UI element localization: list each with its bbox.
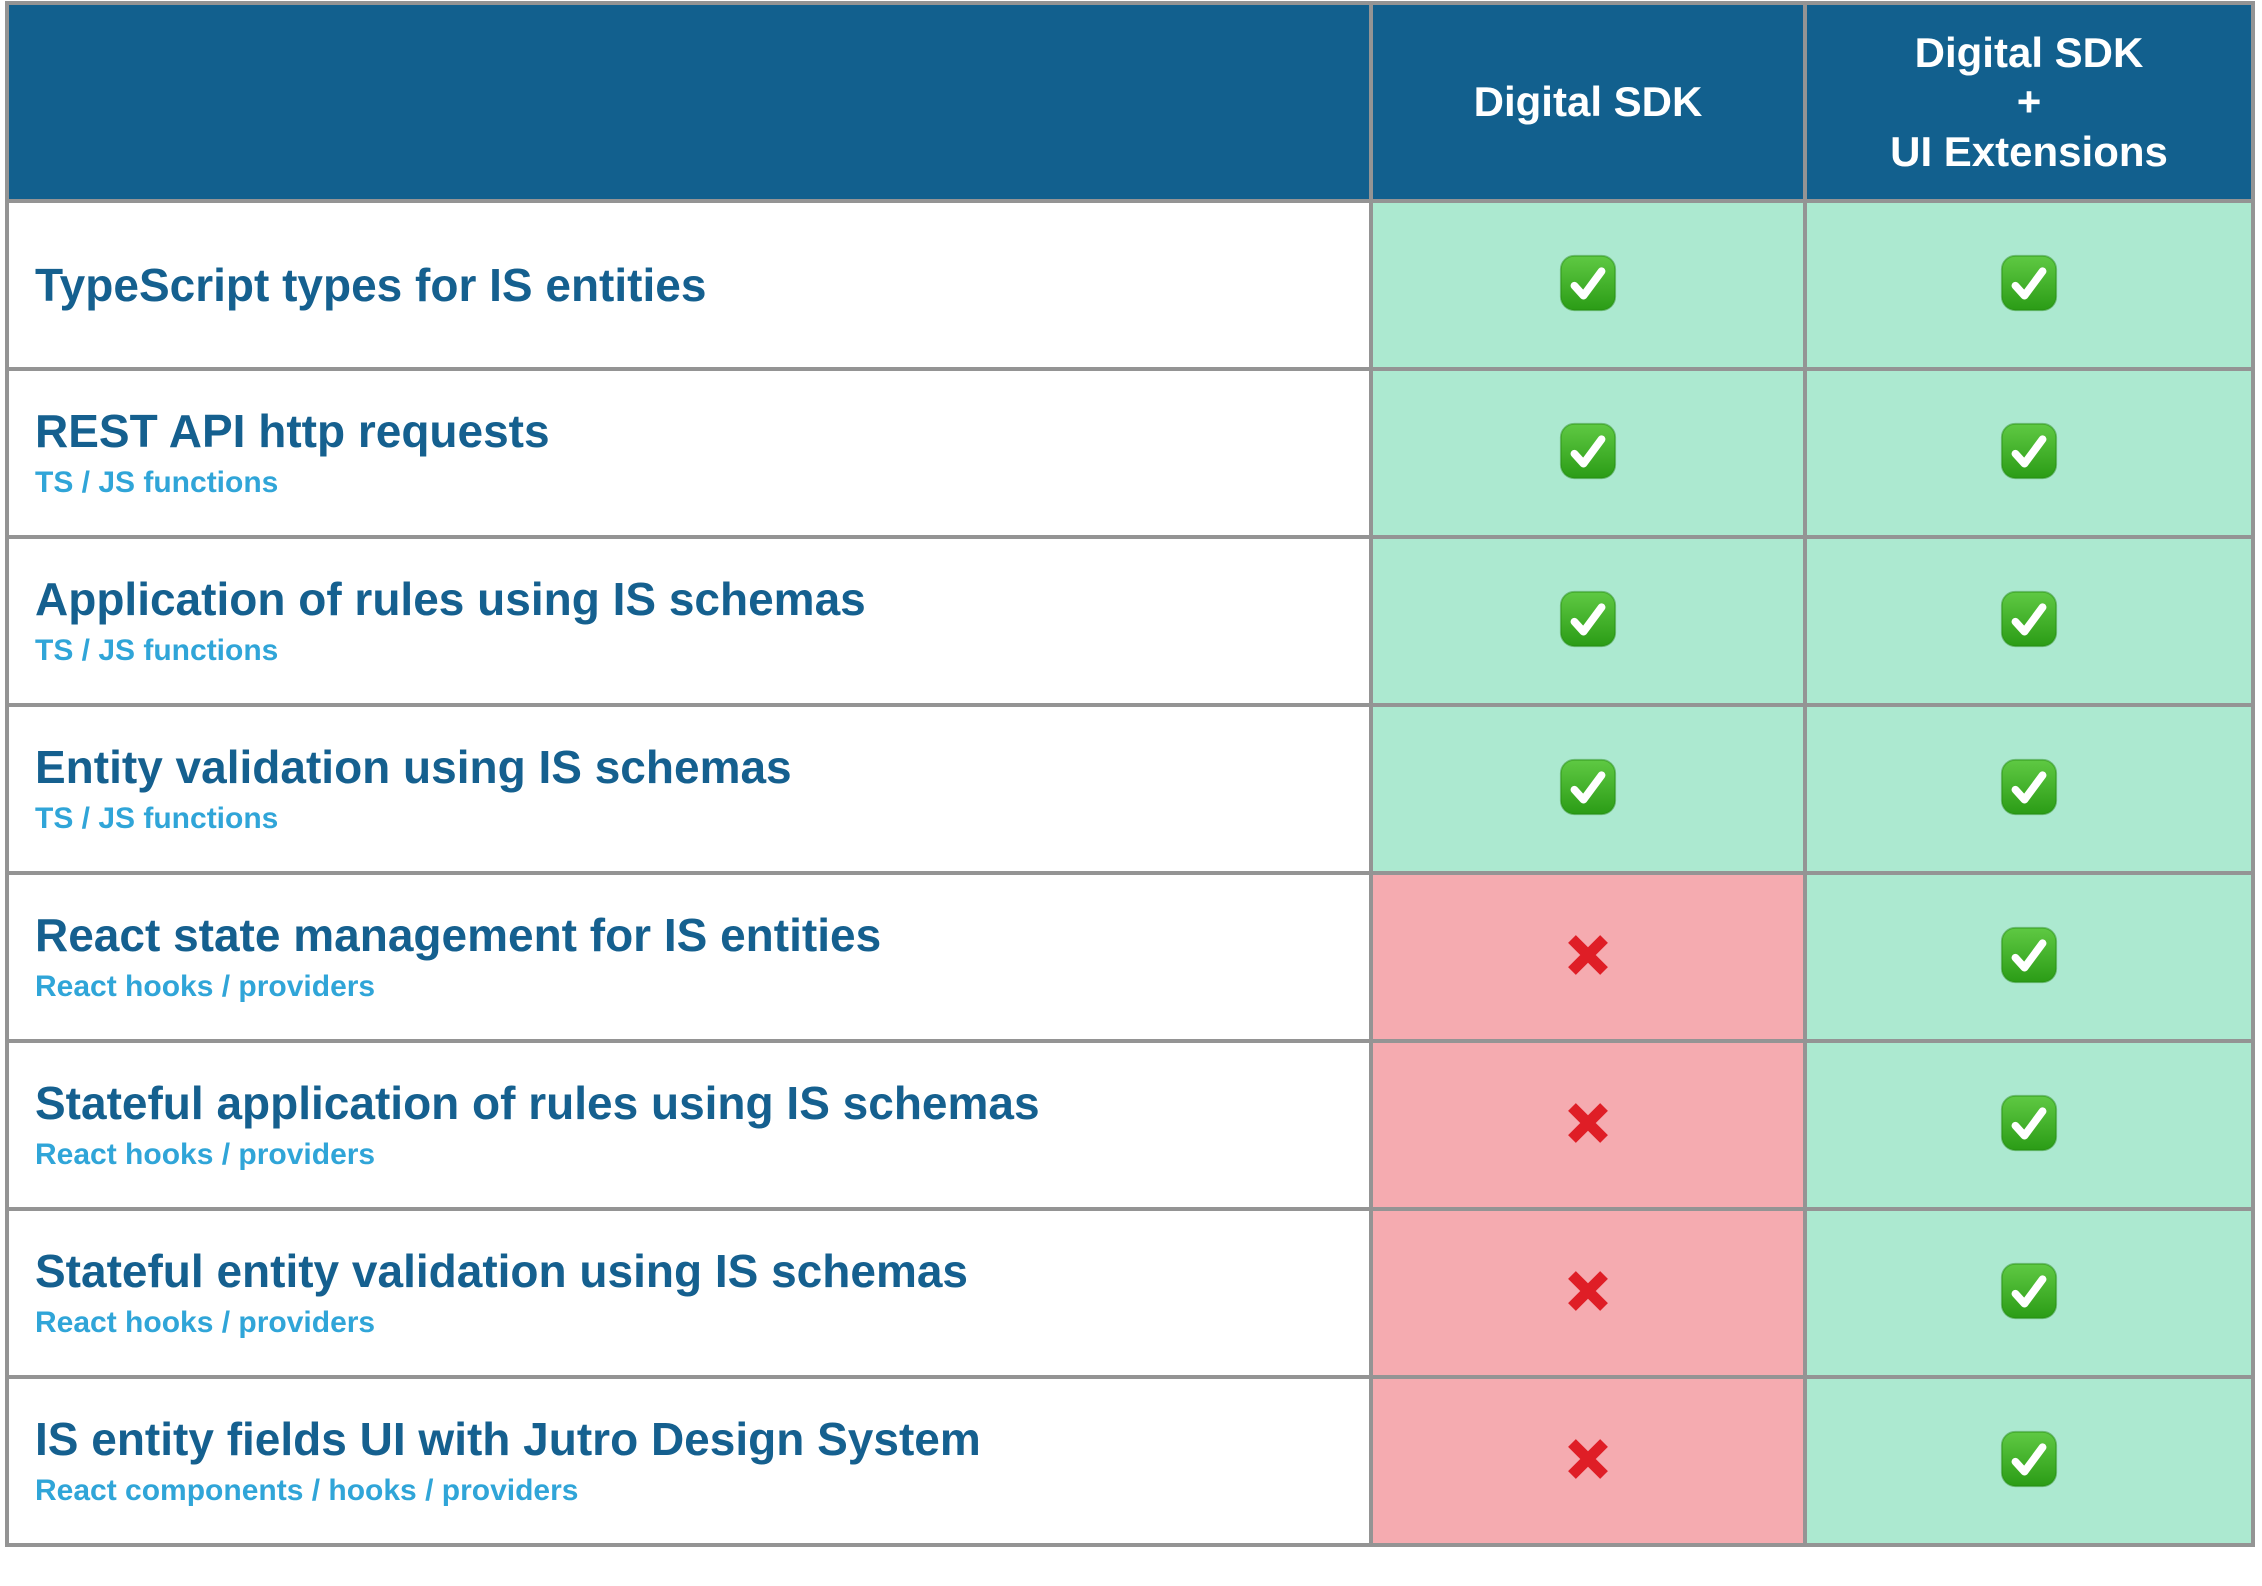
feature-subtitle: TS / JS functions <box>35 465 279 499</box>
feature-cell: Stateful application of rules using IS s… <box>5 1039 1373 1211</box>
feature-subtitle: React hooks / providers <box>35 969 376 1003</box>
digital-sdk-support-cell <box>1369 535 1807 707</box>
check-icon <box>1559 758 1617 816</box>
feature-title: Stateful entity validation using IS sche… <box>35 1245 969 1298</box>
header-cell-digital-sdk-ui-extensions: Digital SDK + UI Extensions <box>1803 1 2255 203</box>
feature-title: IS entity fields UI with Jutro Design Sy… <box>35 1413 981 1466</box>
cross-icon <box>1561 1264 1615 1318</box>
table-body: TypeScript types for IS entities REST AP… <box>5 199 2255 1547</box>
feature-title: Entity validation using IS schemas <box>35 741 792 794</box>
feature-title: React state management for IS entities <box>35 909 882 962</box>
check-icon <box>2000 1094 2058 1152</box>
digital-sdk-support-cell <box>1369 871 1807 1043</box>
feature-comparison-table: Digital SDK Digital SDK + UI Extensions … <box>5 1 2255 1547</box>
table-row: Stateful application of rules using IS s… <box>5 1039 2255 1211</box>
check-icon <box>1559 590 1617 648</box>
digital-sdk-ui-extensions-support-cell <box>1803 1207 2255 1379</box>
header-row: Digital SDK Digital SDK + UI Extensions <box>5 1 2255 203</box>
digital-sdk-ui-extensions-support-cell <box>1803 1375 2255 1547</box>
digital-sdk-ui-extensions-support-cell <box>1803 535 2255 707</box>
check-icon <box>2000 926 2058 984</box>
table-row: Application of rules using IS schemas TS… <box>5 535 2255 707</box>
digital-sdk-ui-extensions-support-cell <box>1803 1039 2255 1211</box>
feature-title: TypeScript types for IS entities <box>35 258 707 311</box>
feature-subtitle: TS / JS functions <box>35 633 279 667</box>
digital-sdk-ui-extensions-support-cell <box>1803 367 2255 539</box>
check-icon <box>1559 422 1617 480</box>
feature-title: Stateful application of rules using IS s… <box>35 1077 1040 1130</box>
feature-cell: REST API http requests TS / JS functions <box>5 367 1373 539</box>
feature-cell: Entity validation using IS schemas TS / … <box>5 703 1373 875</box>
table-row: Entity validation using IS schemas TS / … <box>5 703 2255 875</box>
feature-cell: TypeScript types for IS entities <box>5 199 1373 371</box>
check-icon <box>2000 1430 2058 1488</box>
digital-sdk-support-cell <box>1369 1375 1807 1547</box>
digital-sdk-support-cell <box>1369 199 1807 371</box>
digital-sdk-ui-extensions-support-cell <box>1803 703 2255 875</box>
check-icon <box>2000 422 2058 480</box>
digital-sdk-support-cell <box>1369 1207 1807 1379</box>
check-icon <box>1559 254 1617 312</box>
table-row: React state management for IS entities R… <box>5 871 2255 1043</box>
digital-sdk-support-cell <box>1369 367 1807 539</box>
digital-sdk-support-cell <box>1369 1039 1807 1211</box>
check-icon <box>2000 590 2058 648</box>
table-row: IS entity fields UI with Jutro Design Sy… <box>5 1375 2255 1547</box>
cross-icon <box>1561 1432 1615 1486</box>
feature-subtitle: TS / JS functions <box>35 801 279 835</box>
feature-cell: React state management for IS entities R… <box>5 871 1373 1043</box>
feature-title: REST API http requests <box>35 405 550 458</box>
cross-icon <box>1561 1096 1615 1150</box>
feature-cell: Stateful entity validation using IS sche… <box>5 1207 1373 1379</box>
check-icon <box>2000 1262 2058 1320</box>
check-icon <box>2000 254 2058 312</box>
digital-sdk-support-cell <box>1369 703 1807 875</box>
header-cell-digital-sdk: Digital SDK <box>1369 1 1807 203</box>
feature-cell: Application of rules using IS schemas TS… <box>5 535 1373 707</box>
cross-icon <box>1561 928 1615 982</box>
table-header: Digital SDK Digital SDK + UI Extensions <box>5 1 2255 203</box>
check-icon <box>2000 758 2058 816</box>
header-cell-feature <box>5 1 1373 203</box>
feature-subtitle: React hooks / providers <box>35 1305 376 1339</box>
feature-subtitle: React hooks / providers <box>35 1137 376 1171</box>
table-row: REST API http requests TS / JS functions <box>5 367 2255 539</box>
table-row: Stateful entity validation using IS sche… <box>5 1207 2255 1379</box>
table-row: TypeScript types for IS entities <box>5 199 2255 371</box>
digital-sdk-ui-extensions-support-cell <box>1803 871 2255 1043</box>
feature-cell: IS entity fields UI with Jutro Design Sy… <box>5 1375 1373 1547</box>
feature-subtitle: React components / hooks / providers <box>35 1473 579 1507</box>
digital-sdk-ui-extensions-support-cell <box>1803 199 2255 371</box>
feature-title: Application of rules using IS schemas <box>35 573 866 626</box>
